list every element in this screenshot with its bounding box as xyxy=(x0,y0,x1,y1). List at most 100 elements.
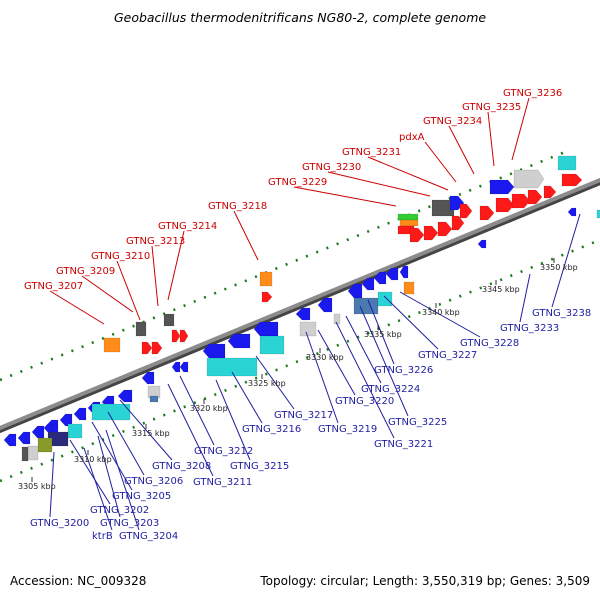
gene-feature[interactable] xyxy=(179,361,189,373)
gene-feature[interactable] xyxy=(561,173,583,187)
bottom-gene-label[interactable]: GTNG_3217 xyxy=(274,410,333,421)
gene-feature[interactable] xyxy=(373,271,387,285)
gene-feature[interactable] xyxy=(409,227,425,243)
bottom-gene-label[interactable]: GTNG_3219 xyxy=(318,424,377,435)
gene-feature[interactable] xyxy=(149,395,159,403)
gene-feature[interactable] xyxy=(489,179,515,195)
gene-feature[interactable] xyxy=(403,281,415,295)
leader-line xyxy=(91,421,133,491)
gene-feature[interactable] xyxy=(117,389,133,403)
bottom-gene-label[interactable]: GTNG_3211 xyxy=(193,477,252,488)
gene-feature[interactable] xyxy=(103,337,121,353)
top-gene-label[interactable]: GTNG_3231 xyxy=(342,147,401,158)
gene-feature[interactable] xyxy=(495,197,515,213)
gene-feature[interactable] xyxy=(31,425,45,439)
gene-feature[interactable] xyxy=(171,361,181,373)
top-gene-label[interactable]: GTNG_3213 xyxy=(126,236,185,247)
bottom-gene-label[interactable]: GTNG_3216 xyxy=(242,424,301,435)
bottom-gene-label[interactable]: GTNG_3205 xyxy=(112,491,171,502)
gene-feature[interactable] xyxy=(3,433,17,447)
gene-feature[interactable] xyxy=(479,205,495,221)
gene-feature[interactable] xyxy=(567,207,577,217)
top-gene-label[interactable]: pdxA xyxy=(399,132,425,143)
gene-feature[interactable] xyxy=(141,341,153,355)
bottom-gene-label[interactable]: GTNG_3221 xyxy=(374,439,433,450)
bottom-gene-label[interactable]: GTNG_3200 xyxy=(30,518,89,529)
gene-feature[interactable] xyxy=(135,321,147,337)
bottom-gene-label[interactable]: GTNG_3215 xyxy=(230,461,289,472)
kbp-tick-label: 3335 kbp xyxy=(364,330,402,339)
bottom-gene-label[interactable]: GTNG_3238 xyxy=(532,308,591,319)
bottom-gene-label[interactable]: GTNG_3226 xyxy=(374,365,433,376)
bottom-gene-label[interactable]: GTNG_3225 xyxy=(388,417,447,428)
gene-feature[interactable] xyxy=(377,291,393,307)
gene-feature[interactable] xyxy=(206,357,258,377)
leader-line xyxy=(119,399,173,461)
top-gene-label[interactable]: GTNG_3214 xyxy=(158,221,217,232)
gene-feature[interactable] xyxy=(259,271,273,287)
gene-feature[interactable] xyxy=(43,423,53,433)
bottom-gene-label[interactable]: GTNG_3203 xyxy=(100,518,159,529)
gene-feature[interactable] xyxy=(361,277,375,291)
bottom-gene-label[interactable]: GTNG_3233 xyxy=(500,323,559,334)
gene-feature[interactable] xyxy=(399,265,409,279)
gene-feature[interactable] xyxy=(163,313,175,327)
gene-feature[interactable] xyxy=(295,307,311,321)
top-gene-label[interactable]: GTNG_3234 xyxy=(423,116,482,127)
gene-feature[interactable] xyxy=(21,446,29,462)
gene-feature[interactable] xyxy=(543,185,557,199)
gene-feature[interactable] xyxy=(73,407,87,421)
gene-feature[interactable] xyxy=(596,209,600,219)
gene-feature[interactable] xyxy=(27,445,39,461)
top-gene-label[interactable]: GTNG_3230 xyxy=(302,162,361,173)
bottom-gene-label[interactable]: GTNG_3224 xyxy=(361,384,420,395)
bottom-gene-label[interactable]: GTNG_3228 xyxy=(460,338,519,349)
gene-feature[interactable] xyxy=(151,341,163,355)
genome-backbone xyxy=(0,177,600,434)
gene-feature[interactable] xyxy=(423,225,439,241)
top-gene-label[interactable]: GTNG_3207 xyxy=(24,281,83,292)
gene-feature[interactable] xyxy=(67,423,83,439)
bottom-gene-label[interactable]: GTNG_3202 xyxy=(90,505,149,516)
gene-feature[interactable] xyxy=(37,437,53,453)
gene-feature[interactable] xyxy=(141,371,155,385)
top-gene-label[interactable]: GTNG_3209 xyxy=(56,266,115,277)
gene-feature[interactable] xyxy=(399,219,419,227)
gene-feature[interactable] xyxy=(299,321,317,337)
gene-feature[interactable] xyxy=(557,155,577,171)
gene-feature[interactable] xyxy=(179,329,189,343)
bottom-gene-label[interactable]: GTNG_3204 xyxy=(119,531,178,542)
gene-feature[interactable] xyxy=(17,431,31,445)
gene-feature[interactable] xyxy=(317,297,333,313)
top-gene-label[interactable]: GTNG_3229 xyxy=(268,177,327,188)
gene-feature[interactable] xyxy=(171,329,181,343)
gene-feature[interactable] xyxy=(259,335,285,355)
gene-feature[interactable] xyxy=(451,215,465,231)
top-gene-label[interactable]: GTNG_3210 xyxy=(91,251,150,262)
top-gene-label[interactable]: GTNG_3236 xyxy=(503,88,562,99)
gene-feature[interactable] xyxy=(333,313,341,325)
gene-feature[interactable] xyxy=(513,169,545,189)
gene-feature[interactable] xyxy=(477,239,487,249)
gene-feature[interactable] xyxy=(261,291,273,303)
bottom-gene-label[interactable]: GTNG_3220 xyxy=(335,396,394,407)
leader-line xyxy=(116,260,141,321)
gene-feature[interactable] xyxy=(459,203,473,219)
gene-feature[interactable] xyxy=(227,333,251,349)
top-gene-label[interactable]: GTNG_3235 xyxy=(462,102,521,113)
gene-feature[interactable] xyxy=(353,297,379,315)
gene-feature[interactable] xyxy=(385,267,399,281)
bottom-gene-label[interactable]: GTNG_3227 xyxy=(418,350,477,361)
leader-line xyxy=(448,125,475,175)
backbone-line xyxy=(0,177,600,431)
top-gene-label[interactable]: GTNG_3218 xyxy=(208,201,267,212)
bottom-gene-label[interactable]: GTNG_3208 xyxy=(152,461,211,472)
bottom-gene-label[interactable]: GTNG_3206 xyxy=(124,476,183,487)
gene-feature[interactable] xyxy=(527,189,543,205)
gene-feature[interactable] xyxy=(511,193,531,209)
gene-feature[interactable] xyxy=(397,213,419,221)
gene-feature[interactable] xyxy=(437,221,453,237)
bottom-gene-label[interactable]: GTNG_3212 xyxy=(194,446,253,457)
bottom-gene-label[interactable]: ktrB xyxy=(92,531,113,542)
